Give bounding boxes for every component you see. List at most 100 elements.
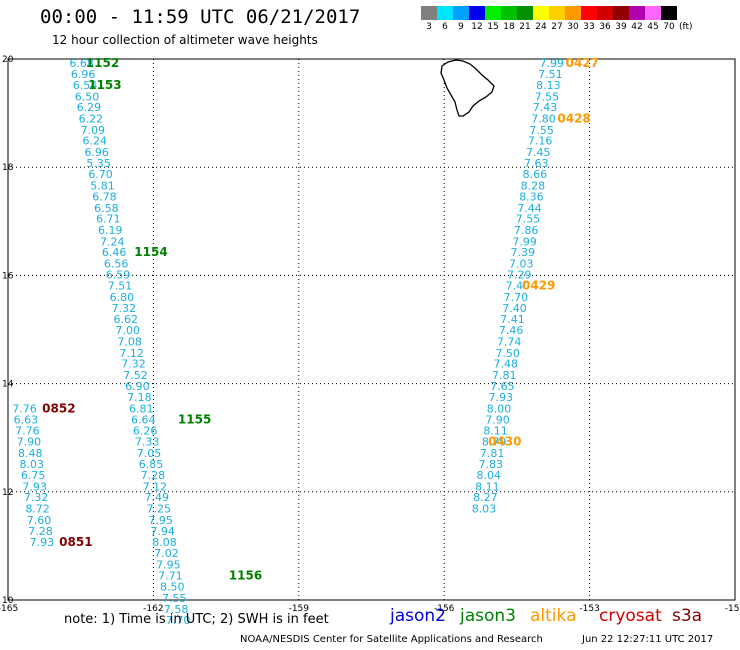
wave-height-value: 7.32 bbox=[121, 358, 146, 371]
legend-label: 6 bbox=[442, 22, 448, 32]
lat-tick-label: 12 bbox=[2, 488, 13, 498]
track-values: 6.686.966.546.506.296.227.096.246.965.35… bbox=[12, 57, 564, 627]
wave-height-value: 7.74 bbox=[497, 335, 522, 348]
wave-height-value: 7.90 bbox=[17, 435, 42, 448]
wave-height-value: 7.95 bbox=[156, 558, 181, 571]
wave-height-value: 6.29 bbox=[77, 101, 102, 114]
wave-height-value: 7.83 bbox=[478, 458, 503, 471]
legend-swatch bbox=[581, 6, 597, 20]
wave-height-value: 8.36 bbox=[519, 190, 544, 203]
wave-height-value: 7.51 bbox=[108, 280, 133, 293]
credit-line: NOAA/NESDIS Center for Satellite Applica… bbox=[240, 634, 543, 645]
wave-height-value: 7.33 bbox=[135, 435, 160, 448]
wave-height-value: 7.90 bbox=[485, 413, 510, 426]
wave-height-value: 6.26 bbox=[133, 425, 158, 438]
wave-height-value: 7.32 bbox=[24, 491, 49, 504]
legend-swatch bbox=[565, 6, 581, 20]
wave-height-value: 6.50 bbox=[75, 90, 100, 103]
wave-height-value: 7.65 bbox=[490, 380, 515, 393]
wave-height-value: 7.71 bbox=[158, 570, 183, 583]
wave-height-value: 7.45 bbox=[526, 146, 551, 159]
legend-swatch bbox=[549, 6, 565, 20]
wave-height-value: 8.27 bbox=[473, 491, 498, 504]
pass-time-label: 0427 bbox=[566, 56, 599, 70]
wave-height-value: 6.75 bbox=[21, 469, 46, 482]
wave-height-value: 7.80 bbox=[531, 113, 556, 126]
wave-height-value: 6.71 bbox=[96, 213, 121, 226]
wave-height-value: 7.49 bbox=[145, 491, 170, 504]
wave-height-value: 7.46 bbox=[499, 324, 524, 337]
wave-height-value: 7.16 bbox=[528, 135, 553, 148]
lat-tick-label: 14 bbox=[2, 380, 14, 390]
wave-height-value: 7.93 bbox=[30, 536, 55, 549]
legend-label: 18 bbox=[503, 22, 515, 32]
pass-time-label: 0852 bbox=[42, 401, 75, 415]
wave-height-value: 6.81 bbox=[129, 402, 154, 415]
wave-height-value: 8.79 bbox=[482, 435, 507, 448]
wave-height-value: 7.93 bbox=[22, 480, 47, 493]
wave-height-value: 7.44 bbox=[517, 202, 542, 215]
legend-swatch bbox=[629, 6, 645, 20]
wave-height-value: 7.29 bbox=[507, 268, 532, 281]
wave-height-value: 5.35 bbox=[86, 157, 111, 170]
wave-height-value: 8.13 bbox=[536, 79, 561, 92]
wave-height-value: 7.12 bbox=[119, 347, 144, 360]
legend-label: 70 bbox=[663, 22, 675, 32]
wave-height-value: 7.93 bbox=[489, 391, 514, 404]
sat-label-s3a: s3a bbox=[672, 606, 703, 626]
wave-height-value: 7.94 bbox=[150, 525, 175, 538]
legend-label: 24 bbox=[535, 22, 547, 32]
wave-height-value: 7.86 bbox=[514, 224, 539, 237]
legend-swatch bbox=[501, 6, 517, 20]
pass-time-label: 1156 bbox=[229, 569, 262, 583]
wave-height-value: 7.00 bbox=[115, 324, 140, 337]
legend-unit: (ft) bbox=[679, 22, 693, 32]
wave-height-value: 6.24 bbox=[83, 135, 108, 148]
legend-swatch bbox=[485, 6, 501, 20]
wave-height-value: 8.00 bbox=[487, 402, 512, 415]
legend-label: 3 bbox=[426, 22, 432, 32]
legend-swatch bbox=[517, 6, 533, 20]
legend-label: 42 bbox=[631, 22, 643, 32]
lat-tick-label: 16 bbox=[2, 271, 14, 281]
wave-height-value: 6.19 bbox=[98, 224, 123, 237]
wave-height-value: 7.76 bbox=[12, 402, 37, 415]
wave-height-value: 7.70 bbox=[166, 614, 191, 627]
pass-time-label: 1153 bbox=[88, 78, 121, 92]
wave-height-value: 7.51 bbox=[538, 68, 563, 81]
pass-time-label: 1154 bbox=[134, 245, 167, 259]
axis-labels: -165 -162 -159 -156 -153 -150 20 18 16 14 12 10 bbox=[0, 55, 740, 614]
wave-height-value: 6.46 bbox=[102, 246, 127, 259]
wave-height-value: 6.78 bbox=[92, 190, 117, 203]
wave-height-value: 8.48 bbox=[18, 447, 43, 460]
wave-height-value: 6.90 bbox=[125, 380, 150, 393]
wave-height-value: 7.81 bbox=[480, 447, 505, 460]
lon-tick-label: -165 bbox=[0, 604, 18, 614]
sat-label-jason2: jason2 bbox=[390, 606, 446, 626]
legend-label: 45 bbox=[647, 22, 659, 32]
footnote: note: 1) Time is in UTC; 2) SWH is in fe… bbox=[64, 612, 329, 627]
wave-height-value: 7.81 bbox=[492, 369, 517, 382]
wave-height-value: 8.11 bbox=[475, 480, 500, 493]
color-scale-legend bbox=[421, 6, 677, 20]
wave-height-value: 7.09 bbox=[81, 124, 106, 137]
wave-height-value: 7.40 bbox=[502, 302, 527, 315]
page-title: 00:00 - 11:59 UTC 06/21/2017 bbox=[40, 6, 361, 28]
lon-tick-label: -159 bbox=[289, 604, 310, 614]
wave-height-value: 7.40 bbox=[506, 280, 531, 293]
wave-height-value: 6.68 bbox=[69, 57, 94, 70]
wave-height-value: 7.08 bbox=[117, 335, 142, 348]
wave-height-value: 6.96 bbox=[71, 68, 96, 81]
wave-height-value: 7.52 bbox=[123, 369, 148, 382]
track-times: 1152 1153 1154 1155 1156 0427 0428 0429 0430 0852… bbox=[42, 56, 599, 583]
wave-height-value: 7.28 bbox=[28, 525, 53, 538]
lon-tick-label: -153 bbox=[579, 604, 599, 614]
wave-height-value: 8.72 bbox=[25, 503, 50, 516]
wave-height-value: 7.63 bbox=[524, 157, 549, 170]
map-frame bbox=[7, 58, 736, 601]
legend-label: 12 bbox=[471, 22, 483, 32]
wave-height-value: 7.70 bbox=[504, 291, 529, 304]
wave-height-value: 7.55 bbox=[162, 592, 187, 605]
legend-swatch bbox=[613, 6, 629, 20]
